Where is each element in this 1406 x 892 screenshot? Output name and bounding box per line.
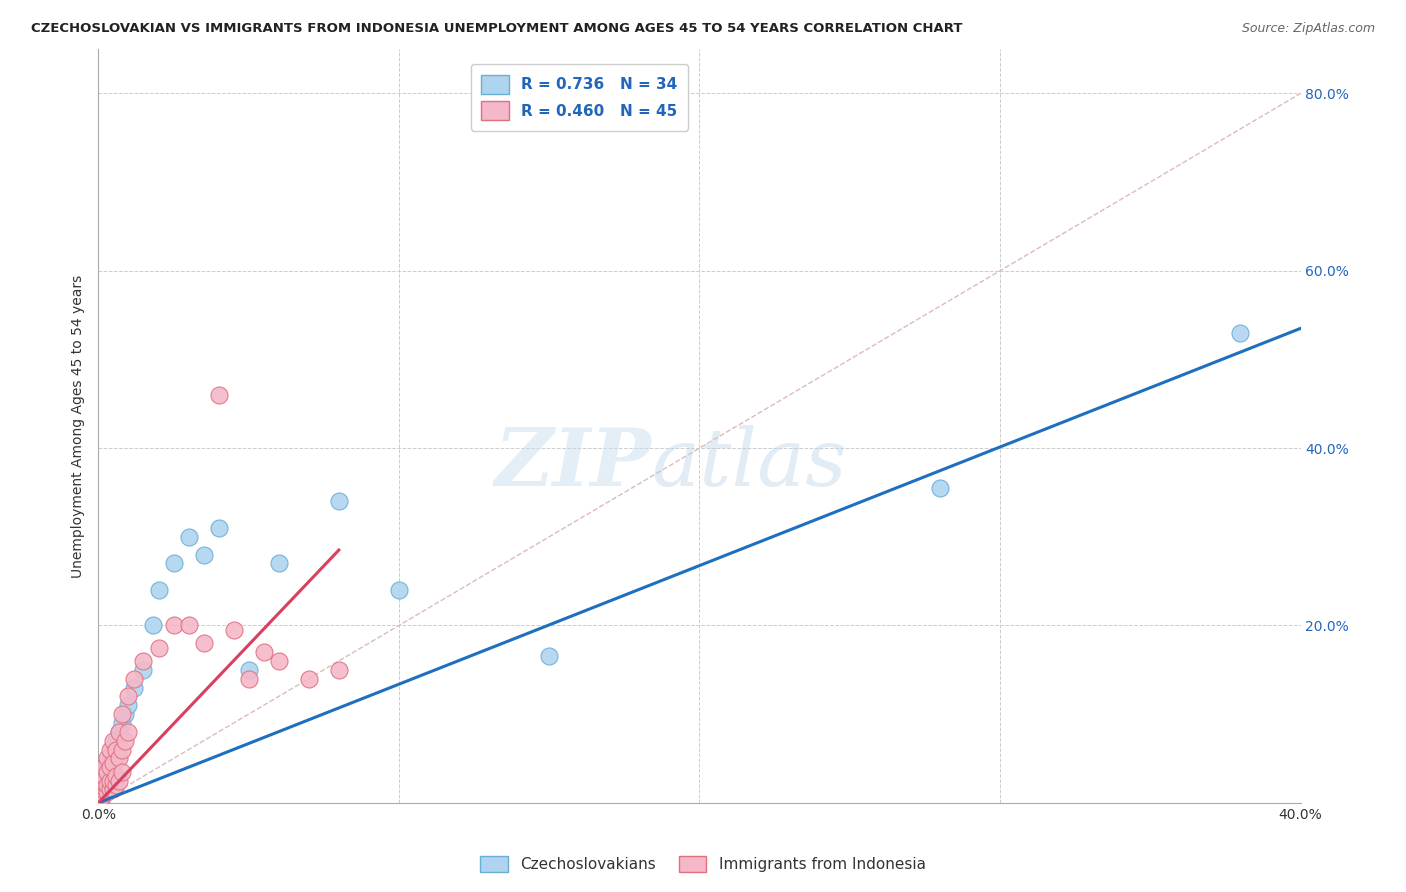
Point bbox=[117, 690, 139, 704]
Point bbox=[96, 760, 118, 774]
Point bbox=[100, 760, 122, 774]
Point bbox=[90, 790, 112, 805]
Point bbox=[132, 663, 155, 677]
Point bbox=[96, 751, 118, 765]
Point bbox=[93, 776, 115, 790]
Point bbox=[93, 780, 115, 794]
Point bbox=[105, 733, 128, 747]
Point bbox=[90, 787, 112, 801]
Point bbox=[222, 623, 245, 637]
Point bbox=[96, 764, 118, 779]
Y-axis label: Unemployment Among Ages 45 to 54 years: Unemployment Among Ages 45 to 54 years bbox=[72, 275, 86, 577]
Point bbox=[929, 481, 952, 495]
Point bbox=[90, 782, 112, 797]
Text: atlas: atlas bbox=[651, 425, 846, 502]
Point bbox=[538, 649, 561, 664]
Point bbox=[103, 773, 125, 788]
Point bbox=[132, 654, 155, 668]
Point bbox=[328, 663, 350, 677]
Point bbox=[108, 724, 131, 739]
Point bbox=[208, 388, 231, 402]
Point bbox=[111, 764, 134, 779]
Point bbox=[328, 494, 350, 508]
Point bbox=[100, 756, 122, 770]
Point bbox=[103, 756, 125, 770]
Point bbox=[93, 769, 115, 783]
Point bbox=[267, 557, 290, 571]
Point bbox=[267, 654, 290, 668]
Point bbox=[162, 618, 184, 632]
Text: ZIP: ZIP bbox=[495, 425, 651, 502]
Point bbox=[177, 530, 200, 544]
Point bbox=[193, 636, 215, 650]
Point bbox=[103, 747, 125, 761]
Point bbox=[100, 751, 122, 765]
Point bbox=[108, 751, 131, 765]
Point bbox=[96, 764, 118, 779]
Point bbox=[193, 548, 215, 562]
Point bbox=[238, 663, 260, 677]
Point bbox=[117, 698, 139, 713]
Point bbox=[238, 672, 260, 686]
Point bbox=[108, 773, 131, 788]
Point bbox=[124, 681, 146, 695]
Point bbox=[90, 791, 112, 805]
Point bbox=[93, 782, 115, 797]
Point bbox=[103, 782, 125, 797]
Point bbox=[124, 672, 146, 686]
Point bbox=[111, 707, 134, 722]
Point bbox=[93, 773, 115, 788]
Point bbox=[141, 618, 163, 632]
Point bbox=[162, 557, 184, 571]
Text: CZECHOSLOVAKIAN VS IMMIGRANTS FROM INDONESIA UNEMPLOYMENT AMONG AGES 45 TO 54 YE: CZECHOSLOVAKIAN VS IMMIGRANTS FROM INDON… bbox=[31, 22, 963, 36]
Point bbox=[100, 782, 122, 797]
Point bbox=[100, 742, 122, 756]
Point bbox=[117, 724, 139, 739]
Point bbox=[388, 582, 411, 597]
Point bbox=[298, 672, 321, 686]
Point bbox=[114, 733, 136, 747]
Point bbox=[105, 751, 128, 765]
Point bbox=[148, 640, 170, 655]
Point bbox=[90, 793, 112, 807]
Point bbox=[100, 773, 122, 788]
Point bbox=[253, 645, 276, 659]
Point bbox=[108, 724, 131, 739]
Point bbox=[90, 787, 112, 801]
Point bbox=[96, 769, 118, 783]
Point bbox=[90, 789, 112, 803]
Point bbox=[114, 707, 136, 722]
Point bbox=[93, 778, 115, 792]
Point bbox=[177, 618, 200, 632]
Point bbox=[105, 742, 128, 756]
Point bbox=[96, 785, 118, 799]
Point bbox=[208, 521, 231, 535]
Point bbox=[111, 742, 134, 756]
Point bbox=[103, 733, 125, 747]
Legend: Czechoslovakians, Immigrants from Indonesia: Czechoslovakians, Immigrants from Indone… bbox=[472, 848, 934, 880]
Point bbox=[1229, 326, 1251, 340]
Text: Source: ZipAtlas.com: Source: ZipAtlas.com bbox=[1241, 22, 1375, 36]
Point bbox=[105, 769, 128, 783]
Point bbox=[93, 760, 115, 774]
Point bbox=[105, 778, 128, 792]
Point bbox=[111, 716, 134, 731]
Point bbox=[96, 778, 118, 792]
Point bbox=[103, 742, 125, 756]
Point bbox=[148, 582, 170, 597]
Legend: R = 0.736   N = 34, R = 0.460   N = 45: R = 0.736 N = 34, R = 0.460 N = 45 bbox=[471, 64, 688, 130]
